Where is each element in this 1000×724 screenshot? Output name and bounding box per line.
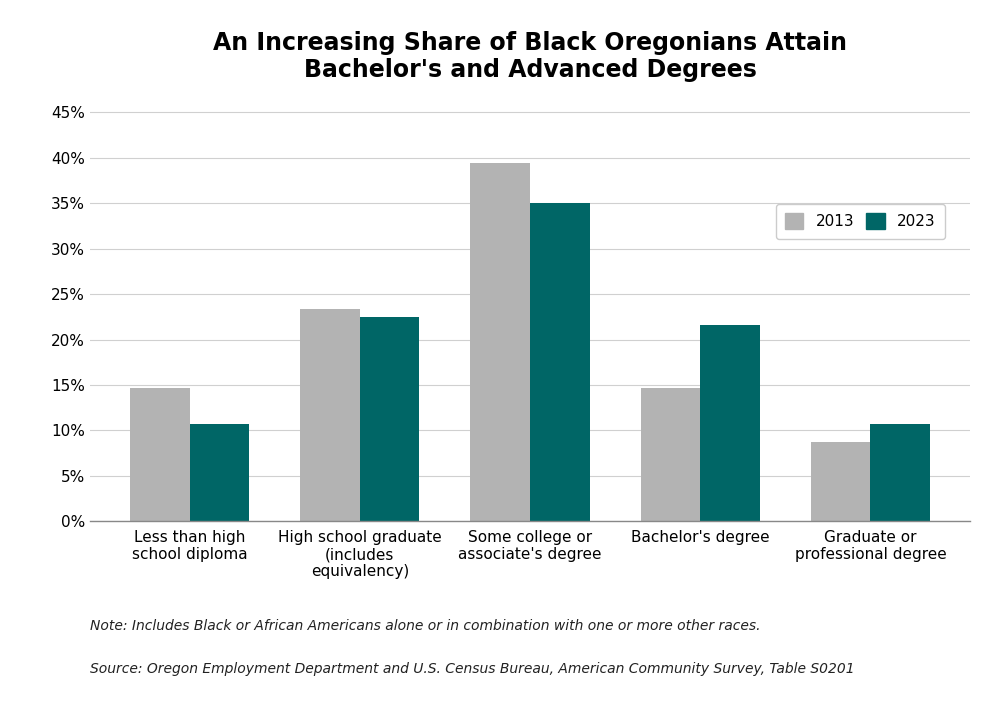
Bar	[190, 424, 249, 521]
Text: Source: Oregon Employment Department and U.S. Census Bureau, American Community : Source: Oregon Employment Department and…	[90, 662, 855, 676]
Bar	[641, 387, 700, 521]
Text: Note: Includes Black or African Americans alone or in combination with one or mo: Note: Includes Black or African American…	[90, 619, 761, 633]
Bar	[300, 308, 360, 521]
Bar	[470, 163, 530, 521]
Legend: 2013, 2023: 2013, 2023	[776, 204, 945, 239]
Bar	[530, 203, 590, 521]
Bar	[811, 442, 870, 521]
Bar	[130, 387, 190, 521]
Title: An Increasing Share of Black Oregonians Attain
Bachelor's and Advanced Degrees: An Increasing Share of Black Oregonians …	[213, 30, 847, 83]
Bar	[360, 317, 419, 521]
Bar	[700, 325, 760, 521]
Bar	[870, 424, 930, 521]
